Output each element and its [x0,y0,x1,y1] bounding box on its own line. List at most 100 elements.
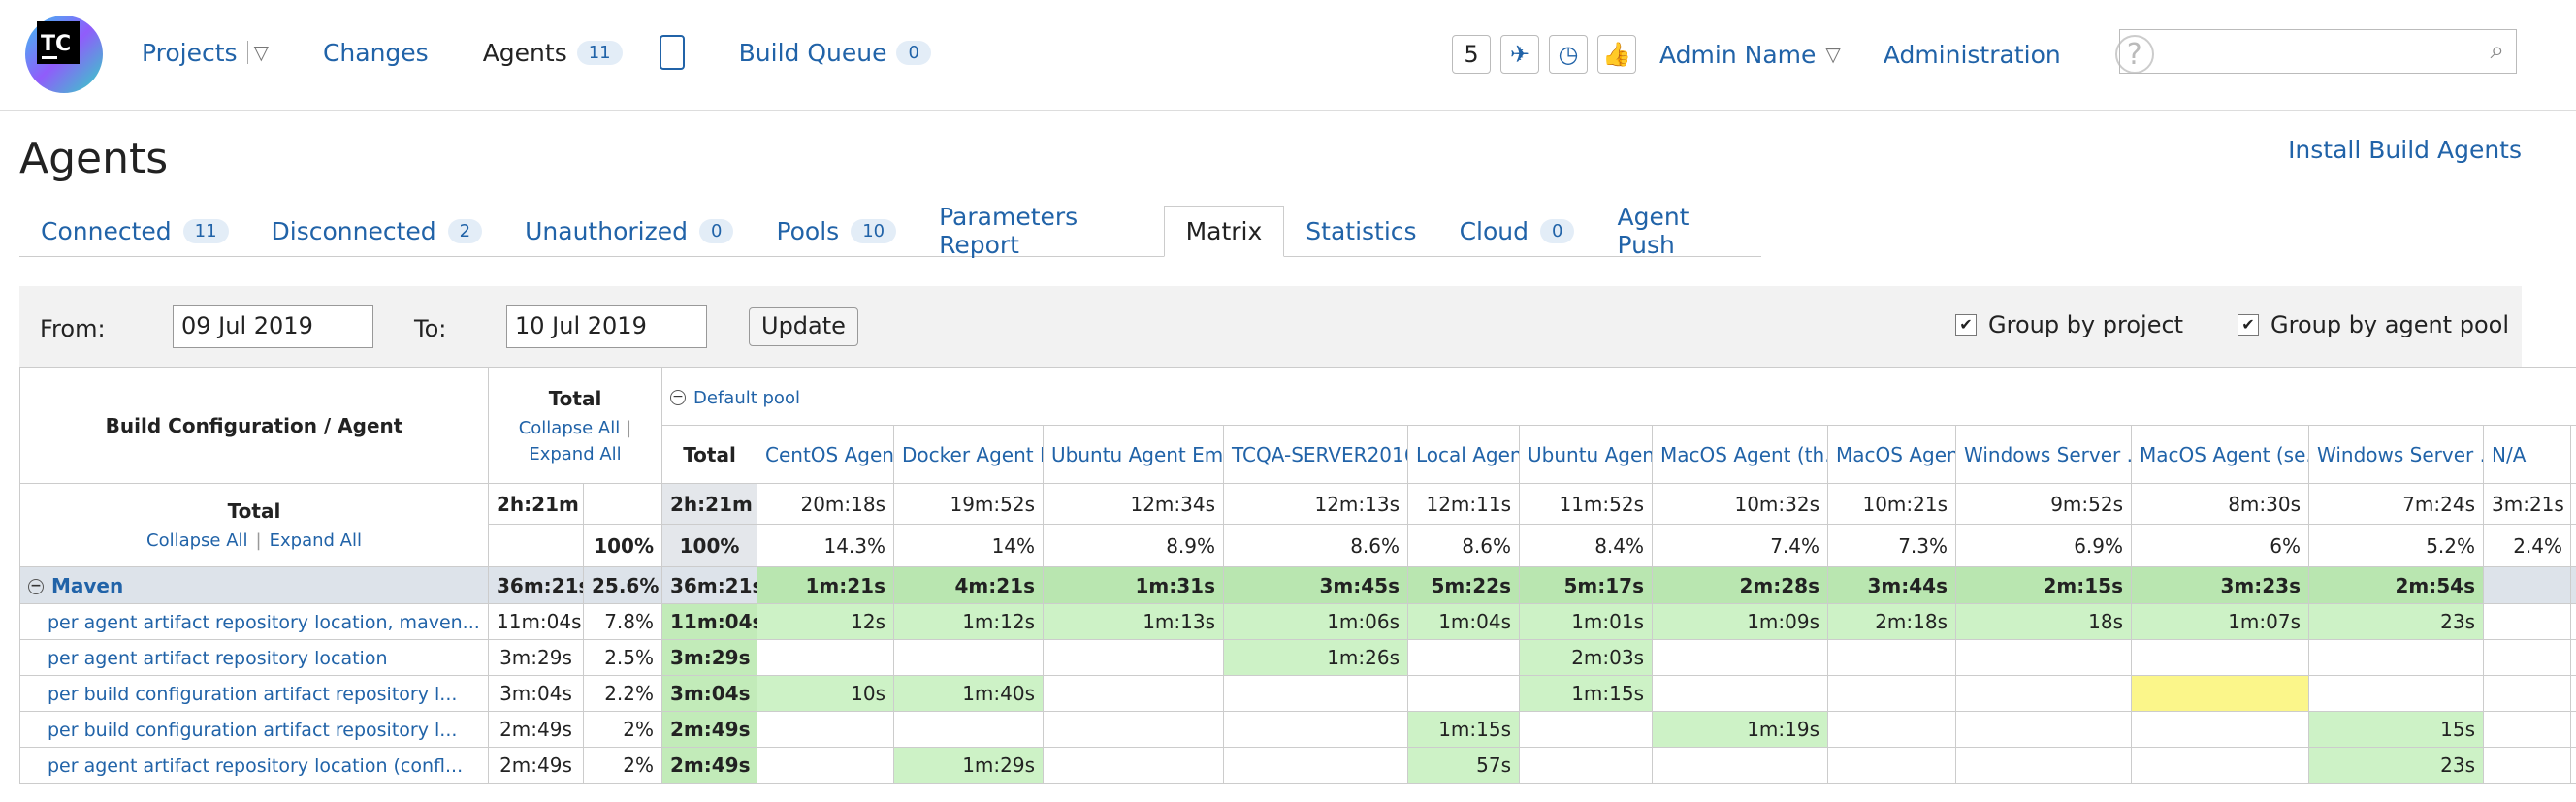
nav-label[interactable]: Build Queue [738,38,887,67]
search-icon[interactable]: ⌕ [2490,36,2504,65]
matrix-cell: 1m:26s [1223,639,1409,676]
matrix-cell: 2m:18s [1827,603,1957,640]
nav-item[interactable]: Projects ▽ [142,39,269,67]
totals-row: Total Collapse All | Expand All 2h:21m 2h:21m… [19,483,2576,567]
user-menu[interactable]: Admin Name [1659,40,1817,69]
collapse-icon[interactable]: − [670,390,687,405]
dropdown-caret[interactable]: ▽ [246,41,269,64]
tab-label[interactable]: Agent Push [1617,203,1690,259]
collapse-all[interactable]: Collapse All [146,530,248,551]
tab-label[interactable]: Matrix [1185,217,1263,245]
tab-label[interactable]: Cloud [1459,216,1530,245]
tab-label[interactable]: Disconnected [271,216,436,245]
nav-label[interactable]: Projects [142,38,238,67]
config-row: per agent artifact repository location 3m… [19,639,2576,676]
check-group-project[interactable]: ✔ Group by project [1955,311,2183,338]
filter-bar: From: 09 Jul 2019 To: 10 Jul 2019 Update… [19,286,2522,367]
agent-name[interactable]: N/A [2483,425,2572,484]
tab[interactable]: Statistics [1284,206,1437,256]
agent-percent: 6.9% [1955,524,2133,567]
config-name[interactable]: per agent artifact repository location [48,648,388,669]
collapse-all[interactable]: Collapse All [518,417,621,438]
agent-total-time: 20m:18s [757,483,895,525]
agent-name[interactable]: Local Agent [1407,425,1521,484]
matrix-cell [757,747,895,784]
config-name[interactable]: per agent artifact repository location, … [48,612,480,633]
checkbox[interactable]: ✔ [2238,314,2259,336]
config-name[interactable]: per agent artifact repository location (… [48,755,464,777]
install-link[interactable]: Install Build Agents [2288,136,2522,164]
matrix-cell [1652,639,1829,676]
empty-cell [488,524,584,567]
tab[interactable]: Pools 10 [755,206,918,256]
search-box[interactable]: ⌕ [2119,29,2517,74]
nav-item[interactable]: Build Queue 0 [739,39,931,67]
dropdown-caret[interactable]: ▽ [1825,43,1841,66]
matrix-cell: 1m:13s [1043,603,1225,640]
check-group-pool[interactable]: ✔ Group by agent pool [2238,311,2509,338]
agent-name[interactable]: MacOS Agent [1827,425,1957,484]
agent-name[interactable]: Windows Server ... [2308,425,2485,484]
empty-cell [582,483,663,525]
tab[interactable]: Connected 11 [19,206,250,256]
agents-icon[interactable] [659,35,685,70]
config-name[interactable]: per build configuration artifact reposit… [48,720,458,741]
agent-name[interactable]: MacOS Agent (se... [2131,425,2310,484]
tab[interactable]: Matrix [1163,206,1285,257]
to-input[interactable]: 10 Jul 2019 [506,305,707,348]
agent-name[interactable]: Docker Agent D [893,425,1045,484]
agent-name[interactable]: TCQA-SERVER2016 [1223,425,1409,484]
icon-button[interactable]: ◷ [1549,35,1588,74]
nav-item[interactable]: Agents 11 [483,35,685,70]
cut-cell [2570,747,2576,784]
icon-button[interactable]: ✈ [1500,35,1539,74]
tab-count: 2 [447,218,483,243]
tab[interactable]: Unauthorized 0 [503,206,755,256]
nav-item[interactable]: Changes [323,39,429,67]
agent-name[interactable]: Windows Server ... [1955,425,2133,484]
tab[interactable]: Disconnected 2 [250,206,504,256]
logo[interactable]: TC [23,14,105,95]
agent-name[interactable]: Ubuntu Agent [1519,425,1654,484]
config-pool-time: 2m:49s [661,747,758,784]
counter[interactable]: 5 [1452,35,1491,74]
cut-cell [2570,711,2576,748]
agent-total-time: 12m:13s [1223,483,1409,525]
update-button[interactable]: Update [749,307,858,346]
matrix-cell [1827,747,1957,784]
logo-text: TC [41,32,71,56]
tab[interactable]: Agent Push [1595,203,1761,259]
matrix-cell: 4m:21s [893,566,1045,604]
agent-name[interactable]: Ubuntu Agent Em... [1043,425,1225,484]
tab-label[interactable]: Unauthorized [525,216,688,245]
agent-total-time: 12m:34s [1043,483,1225,525]
config-name[interactable]: per build configuration artifact reposit… [48,684,458,705]
admin-link[interactable]: Administration [1883,40,2061,69]
agent-percent: 2.4% [2483,524,2572,567]
matrix-cell [757,639,895,676]
tab-label[interactable]: Statistics [1305,216,1417,245]
tab-label[interactable]: Connected [41,216,172,245]
matrix-cell [1955,639,2133,676]
tab-label[interactable]: Pools [776,216,840,245]
tab[interactable]: Parameters Report [918,203,1163,259]
tab-label[interactable]: Parameters Report [939,203,1079,259]
cut-cell [2570,566,2576,604]
checkbox[interactable]: ✔ [1955,314,1977,336]
config-name-cell: per agent artifact repository location [19,639,489,676]
icon-button[interactable]: 👍 [1597,35,1636,74]
expand-all[interactable]: Expand All [529,443,622,465]
collapse-icon[interactable]: − [28,579,44,594]
agent-name[interactable]: CentOS Agent [757,425,895,484]
config-row: per build configuration artifact reposit… [19,675,2576,712]
tab-count: 0 [698,218,734,243]
group-time: 36m:21s [488,566,584,604]
group-name[interactable]: Maven [51,573,124,597]
tab[interactable]: Cloud 0 [1438,206,1596,256]
from-input[interactable]: 09 Jul 2019 [173,305,373,348]
expand-all[interactable]: Expand All [269,530,362,551]
nav-label[interactable]: Agents [482,38,567,67]
pool-name[interactable]: Default pool [693,387,800,408]
nav-label[interactable]: Changes [322,38,429,67]
agent-name[interactable]: MacOS Agent (th... [1652,425,1829,484]
